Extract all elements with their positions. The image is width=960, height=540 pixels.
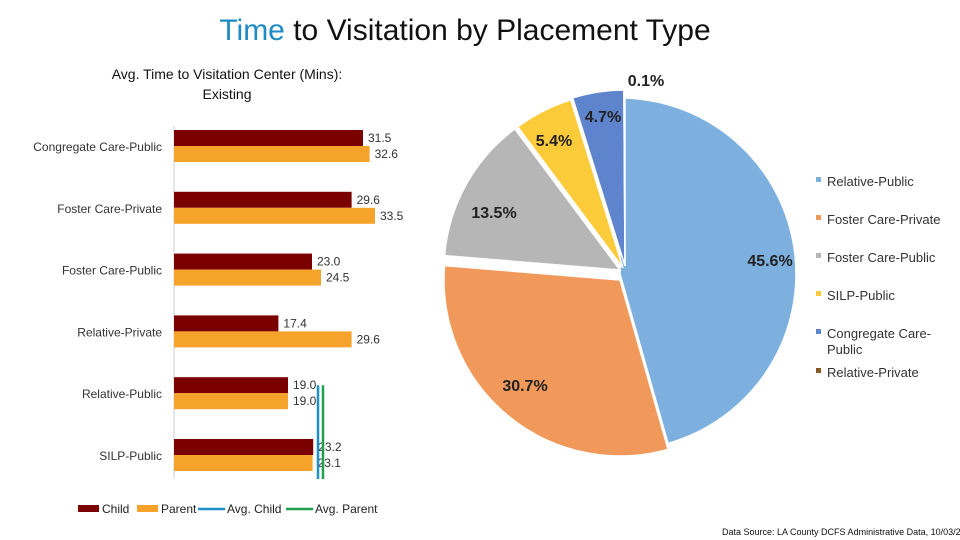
bar-legend-swatch (137, 505, 158, 512)
bar-child (174, 439, 314, 455)
pie-slice (443, 264, 669, 457)
bar-category-label: SILP-Public (99, 449, 162, 463)
bar-child (174, 253, 312, 270)
bar-category-label: Foster Care-Public (62, 264, 162, 278)
bar-legend-label: Avg. Parent (315, 502, 378, 516)
bar-parent (174, 455, 313, 471)
bar-value-label: 29.6 (357, 193, 381, 207)
page-title-rest: to Visitation by Placement Type (284, 14, 711, 47)
pie-legend-swatch (816, 291, 821, 296)
bar-chart-title-line: Existing (202, 86, 251, 102)
pie-legend-label: Congregate Care- (827, 326, 931, 341)
bar-parent (174, 207, 375, 224)
pie-slice (619, 97, 797, 445)
bar-child (174, 191, 352, 208)
bar-parent (174, 146, 370, 162)
bar-value-label: 23.0 (317, 255, 341, 269)
bar-category-label: Relative-Public (82, 387, 162, 401)
bar-legend-label: Child (102, 502, 129, 516)
pie-value-label: 5.4% (536, 133, 572, 150)
bar-value-label: 19.0 (293, 394, 317, 408)
pie-legend-swatch (816, 215, 821, 220)
bar-child (174, 315, 279, 332)
bar-category-label: Congregate Care-Public (33, 140, 162, 154)
pie-legend-swatch (816, 329, 821, 334)
pie-legend-label: Foster Care-Public (827, 250, 936, 265)
bar-legend-label: Parent (161, 502, 197, 516)
pie-value-label: 13.5% (471, 205, 516, 222)
pie-legend-swatch (816, 368, 821, 373)
pie-value-label: 4.7% (585, 109, 621, 126)
page-title-accent: Time (219, 14, 285, 47)
bar-value-label: 29.6 (357, 332, 381, 346)
pie-value-label: 30.7% (502, 378, 547, 395)
bar-child (174, 377, 288, 394)
bar-value-label: 31.5 (368, 131, 392, 145)
pie-slice (443, 127, 622, 271)
pie-legend-label: SILP-Public (827, 288, 895, 303)
bar-child (174, 130, 363, 146)
pie-value-label: 0.1% (628, 73, 664, 90)
pie-slice (516, 99, 624, 269)
bar-chart-title-line: Avg. Time to Visitation Center (Mins): (112, 66, 343, 82)
bar-value-label: 24.5 (326, 271, 350, 285)
pie-legend-swatch (816, 253, 821, 258)
bar-value-label: 33.5 (380, 209, 404, 223)
bar-parent (174, 269, 321, 286)
source-note: Data Source: LA County DCFS Administrati… (722, 527, 960, 537)
pie-legend-label: Relative-Public (827, 174, 914, 189)
bar-category-label: Foster Care-Private (57, 202, 162, 216)
page-title: Time to Visitation by Placement Type (0, 14, 930, 48)
pie-legend-label: Public (827, 342, 863, 357)
bar-chart: Avg. Time to Visitation Center (Mins): Ex… (33, 66, 404, 516)
bar-legend-swatch (78, 505, 99, 512)
bar-value-label: 17.4 (283, 316, 307, 330)
bar-parent (174, 393, 288, 410)
bar-parent (174, 331, 352, 348)
pie-slice (623, 89, 626, 267)
bar-value-label: 19.0 (293, 378, 317, 392)
pie-value-label: 45.6% (747, 253, 792, 270)
pie-legend-label: Foster Care-Private (827, 212, 940, 227)
pie-legend-label: Relative-Private (827, 365, 919, 380)
bar-legend-label: Avg. Child (227, 502, 281, 516)
pie-legend-swatch (816, 177, 821, 182)
bar-category-label: Relative-Private (77, 325, 162, 339)
bar-value-label: 32.6 (375, 147, 399, 161)
